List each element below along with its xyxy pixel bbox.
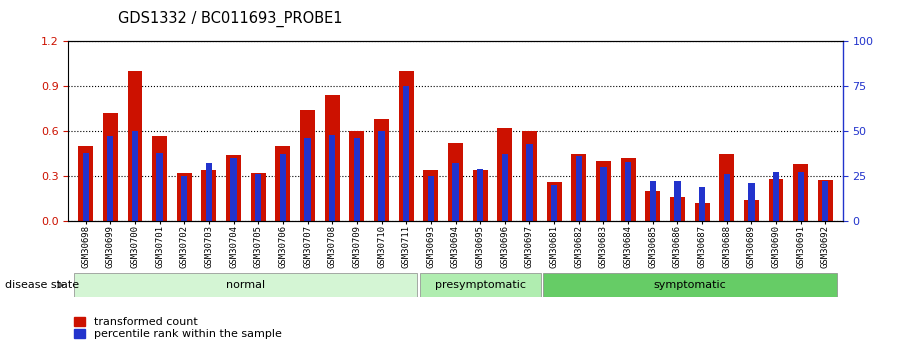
Bar	[304, 138, 311, 221]
Bar	[793, 164, 808, 221]
Bar	[650, 181, 656, 221]
Text: normal: normal	[226, 280, 265, 290]
Bar	[230, 158, 237, 221]
Bar	[424, 170, 438, 221]
Bar	[547, 182, 561, 221]
Bar	[206, 164, 212, 221]
Bar	[201, 170, 216, 221]
Bar	[226, 155, 241, 221]
Bar	[83, 152, 88, 221]
Bar	[773, 172, 779, 221]
Bar	[699, 187, 705, 221]
Bar	[152, 136, 167, 221]
Bar	[378, 131, 384, 221]
Bar	[473, 170, 487, 221]
Bar	[645, 191, 660, 221]
Bar	[177, 173, 191, 221]
Bar	[251, 173, 266, 221]
Bar	[353, 138, 360, 221]
Bar	[103, 113, 118, 221]
Bar	[527, 144, 533, 221]
Bar	[477, 169, 483, 221]
Bar	[255, 174, 261, 221]
Bar	[502, 155, 508, 221]
FancyBboxPatch shape	[75, 273, 417, 297]
Bar	[128, 71, 142, 221]
Bar	[551, 185, 558, 221]
Bar	[823, 181, 828, 221]
Bar	[374, 119, 389, 221]
Bar	[399, 71, 414, 221]
Bar	[748, 183, 754, 221]
Bar	[157, 152, 163, 221]
Bar	[329, 135, 335, 221]
Bar	[818, 180, 833, 221]
Bar	[744, 200, 759, 221]
FancyBboxPatch shape	[420, 273, 540, 297]
Legend: transformed count, percentile rank within the sample: transformed count, percentile rank withi…	[74, 317, 281, 339]
Bar	[670, 197, 685, 221]
Text: disease state: disease state	[5, 280, 78, 290]
Bar	[448, 143, 463, 221]
Bar	[769, 179, 783, 221]
Bar	[350, 131, 364, 221]
Bar	[723, 174, 730, 221]
Bar	[625, 161, 631, 221]
Text: symptomatic: symptomatic	[653, 280, 726, 290]
Bar	[522, 131, 537, 221]
Bar	[275, 146, 291, 221]
Bar	[300, 110, 315, 221]
Bar	[600, 167, 607, 221]
Bar	[576, 156, 582, 221]
Bar	[798, 172, 804, 221]
Bar	[403, 86, 409, 221]
Bar	[181, 176, 188, 221]
Bar	[497, 128, 512, 221]
Bar	[325, 95, 340, 221]
Bar	[280, 155, 286, 221]
Bar	[428, 176, 434, 221]
Bar	[132, 131, 138, 221]
Bar	[674, 181, 681, 221]
Bar	[78, 146, 93, 221]
Bar	[596, 161, 611, 221]
Text: GDS1332 / BC011693_PROBE1: GDS1332 / BC011693_PROBE1	[118, 10, 343, 27]
Bar	[720, 154, 734, 221]
FancyBboxPatch shape	[543, 273, 836, 297]
Bar	[571, 154, 586, 221]
Bar	[107, 137, 113, 221]
Bar	[453, 164, 458, 221]
Bar	[695, 203, 710, 221]
Text: presymptomatic: presymptomatic	[435, 280, 526, 290]
Bar	[620, 158, 636, 221]
